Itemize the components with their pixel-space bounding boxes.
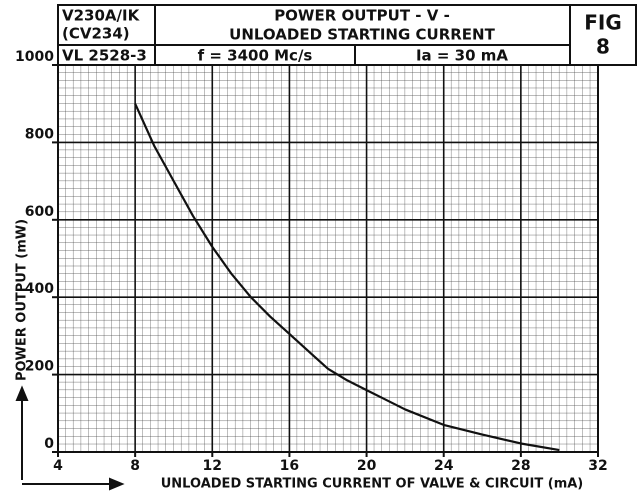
x-tick-label: 4 xyxy=(53,458,63,474)
vl-number: VL 2528-3 xyxy=(62,47,147,65)
x-axis-label: UNLOADED STARTING CURRENT OF VALVE & CIR… xyxy=(161,477,584,492)
y-tick-label: 800 xyxy=(25,126,54,142)
chart-title: POWER OUTPUT - V - xyxy=(274,7,450,25)
plot-frame xyxy=(57,64,599,453)
chart-subtitle: UNLOADED STARTING CURRENT xyxy=(229,26,495,44)
fig-number: 8 xyxy=(596,35,610,59)
frequency: f = 3400 Mc/s xyxy=(198,47,313,65)
x-tick-label: 8 xyxy=(130,458,140,474)
cv-number: (CV234) xyxy=(62,25,130,43)
y-tick-label: 1000 xyxy=(15,49,54,65)
valve-type: V230A/IK xyxy=(62,7,141,25)
x-tick-label: 20 xyxy=(357,458,377,474)
x-tick-label: 28 xyxy=(511,458,530,474)
y-tick-label: 0 xyxy=(44,436,54,452)
curve xyxy=(134,103,560,452)
y-tick-label: 600 xyxy=(25,204,54,220)
y-tick-label: 400 xyxy=(25,281,54,297)
y-axis-label: POWER OUTPUT (mW) xyxy=(15,219,30,381)
axis-arrows xyxy=(15,385,125,491)
x-tick-label: 24 xyxy=(434,458,454,474)
x-tick-label: 16 xyxy=(280,458,299,474)
y-tick-label: 200 xyxy=(25,359,54,375)
x-arrowhead xyxy=(109,477,125,491)
minor-grid xyxy=(58,65,598,452)
x-tick-label: 12 xyxy=(203,458,222,474)
fig-label: FIG xyxy=(584,11,622,35)
anode-current: Ia = 30 mA xyxy=(416,47,508,65)
x-tick-label: 32 xyxy=(588,458,607,474)
y-arrowhead xyxy=(15,385,29,401)
